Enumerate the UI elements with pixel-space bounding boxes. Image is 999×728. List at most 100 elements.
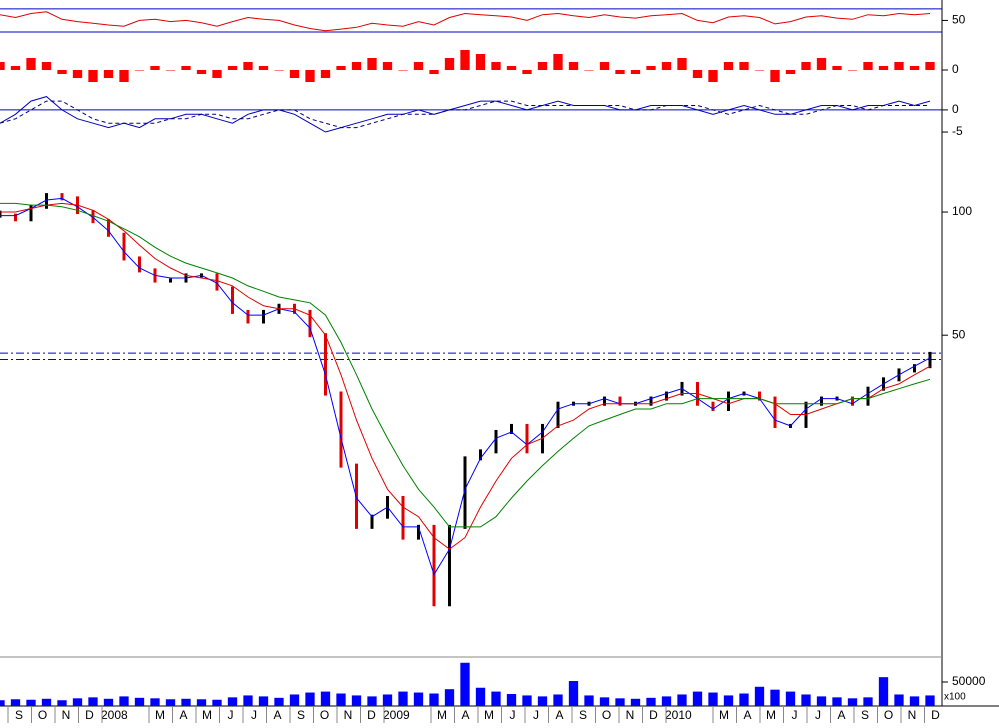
bar (708, 70, 718, 82)
bar (382, 62, 393, 70)
x-tick-label: M (719, 708, 729, 722)
x-tick-label: D (85, 708, 94, 722)
bar (491, 691, 501, 706)
bar (72, 70, 83, 78)
bar (584, 695, 594, 706)
bar (801, 62, 811, 70)
x-tick-label: A (555, 708, 563, 722)
bar (119, 70, 129, 82)
bar (847, 70, 858, 71)
bar (367, 58, 377, 70)
bar (274, 70, 284, 71)
series-line (0, 197, 931, 576)
x-tick-label: 2009 (383, 708, 410, 722)
y-tick-label: 0 (952, 102, 959, 116)
bar (537, 696, 548, 706)
bar (491, 62, 501, 70)
x-tick-label: S (297, 708, 305, 722)
bar (909, 66, 920, 70)
bar (444, 689, 455, 706)
unit-label: x100 (944, 692, 966, 703)
x-tick-label: S (861, 708, 869, 722)
bar (553, 694, 563, 706)
bar (878, 66, 889, 70)
bar (785, 691, 796, 706)
bar (413, 62, 424, 70)
bar (10, 699, 21, 706)
x-tick-label: D (649, 708, 658, 722)
bar (878, 677, 889, 706)
x-tick-label: O (320, 708, 329, 722)
bar (723, 62, 734, 70)
x-tick-label: D (367, 708, 376, 722)
bar (925, 695, 935, 706)
x-tick-label: M (202, 708, 212, 722)
x-tick-label: M (766, 708, 776, 722)
bar (444, 58, 455, 70)
bar (661, 696, 672, 706)
bar (10, 66, 21, 70)
bar (320, 70, 331, 78)
bar (26, 58, 36, 70)
bar (863, 697, 873, 706)
bar (336, 693, 346, 706)
bar (677, 694, 687, 706)
bar (739, 62, 749, 70)
x-tick-label: M (437, 708, 447, 722)
y-tick-label: 50 (952, 13, 966, 27)
x-tick-label: D (931, 708, 940, 722)
bar (289, 694, 300, 706)
bar (398, 70, 408, 71)
bar (429, 693, 439, 706)
bar (26, 699, 36, 706)
bar (41, 698, 52, 706)
bar (568, 62, 579, 70)
bar (103, 698, 114, 706)
bar (150, 66, 160, 70)
bar (522, 695, 532, 706)
bar (289, 70, 300, 78)
bar (646, 66, 656, 70)
y-tick-label: 50000 (952, 674, 986, 688)
bar (351, 62, 362, 70)
x-tick-label: M (484, 708, 494, 722)
bar (630, 698, 641, 706)
bar (661, 62, 672, 70)
bar (134, 697, 145, 706)
bar (677, 58, 687, 70)
bar (785, 70, 796, 74)
bar (181, 66, 191, 70)
bar (243, 695, 253, 706)
bar (506, 66, 517, 70)
y-tick-label: 50 (952, 327, 966, 341)
bar (925, 62, 935, 70)
bar (708, 692, 718, 706)
x-tick-label: J (533, 708, 539, 722)
bar (57, 70, 67, 74)
bar (894, 62, 904, 70)
series-line (0, 96, 931, 133)
bar (692, 691, 703, 706)
x-tick-label: O (602, 708, 611, 722)
bar (320, 691, 331, 706)
bar (88, 70, 98, 82)
x-tick-label: M (155, 708, 165, 722)
series-line (0, 11, 931, 32)
bar (57, 700, 67, 706)
bar (599, 62, 610, 70)
bar (41, 62, 52, 70)
bar (88, 697, 98, 706)
bar (305, 70, 315, 82)
bar (816, 58, 827, 70)
bar (584, 70, 594, 71)
bar (847, 698, 858, 706)
bar (429, 70, 439, 74)
x-tick-label: J (251, 708, 257, 722)
bar (119, 696, 129, 706)
bar (770, 689, 780, 706)
x-tick-label: A (461, 708, 469, 722)
bar (615, 70, 625, 74)
y-tick-label: 0 (952, 62, 959, 76)
